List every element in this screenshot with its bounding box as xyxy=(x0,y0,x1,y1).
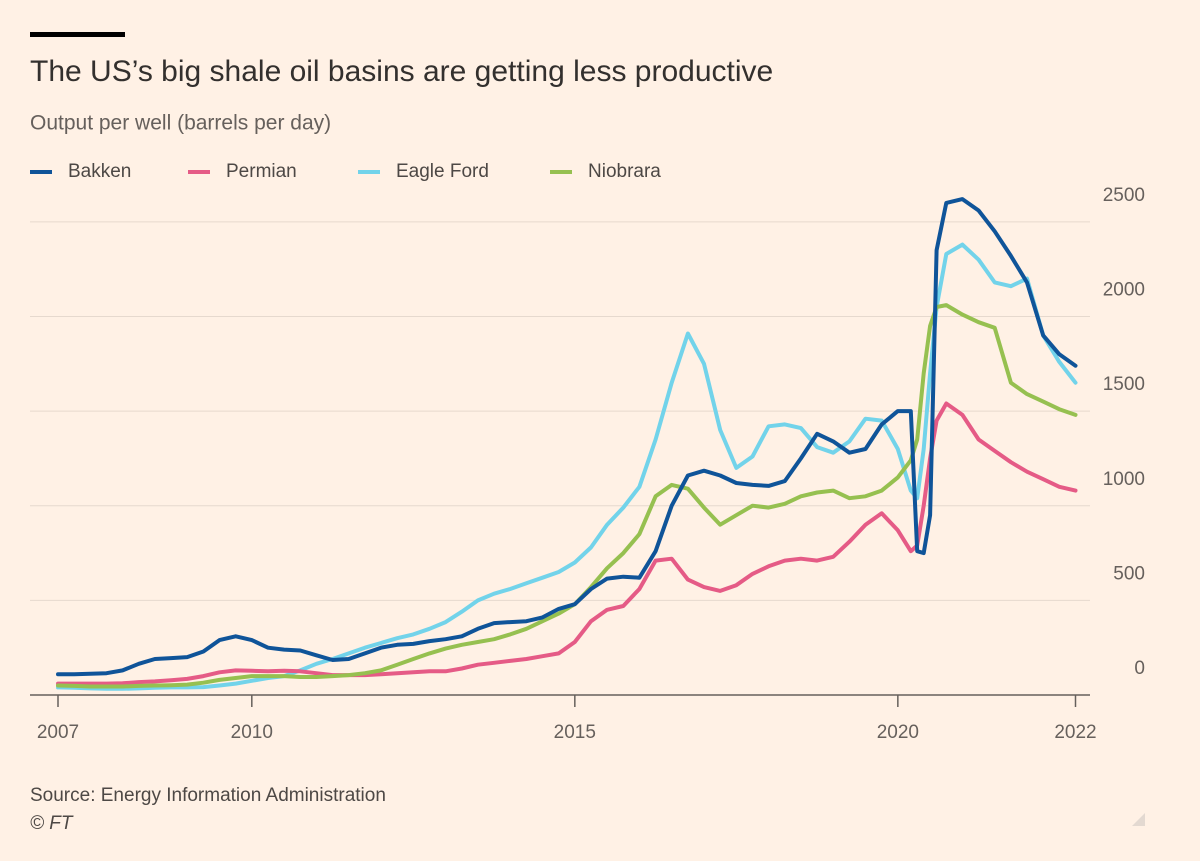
chart-title: The US’s big shale oil basins are gettin… xyxy=(30,55,773,88)
source: Source: Energy Information Administratio… xyxy=(30,785,386,806)
x-tick-label: 2007 xyxy=(37,722,79,743)
series-line xyxy=(56,242,1078,691)
x-tick-label: 2010 xyxy=(231,722,273,743)
legend-label: Niobrara xyxy=(588,161,661,182)
y-tick-label: 2500 xyxy=(1103,185,1145,206)
resize-mark xyxy=(1132,813,1145,826)
series-line xyxy=(56,303,1078,689)
x-tick-label: 2015 xyxy=(554,722,596,743)
y-tick-label: 1500 xyxy=(1103,374,1145,395)
series-line xyxy=(56,197,1078,677)
y-tick-label: 0 xyxy=(1134,658,1145,679)
legend-label: Permian xyxy=(226,161,297,182)
legend-label: Eagle Ford xyxy=(396,161,489,182)
x-tick-label: 2020 xyxy=(877,722,919,743)
legend-label: Bakken xyxy=(68,161,131,182)
credit: © FT xyxy=(30,813,74,834)
series-line xyxy=(56,401,1078,686)
title-bar xyxy=(30,32,125,37)
chart-subtitle: Output per well (barrels per day) xyxy=(30,112,331,135)
x-tick-label: 2022 xyxy=(1054,722,1096,743)
y-tick-label: 1000 xyxy=(1103,469,1145,490)
y-tick-label: 2000 xyxy=(1103,279,1145,300)
y-tick-label: 500 xyxy=(1113,563,1145,584)
